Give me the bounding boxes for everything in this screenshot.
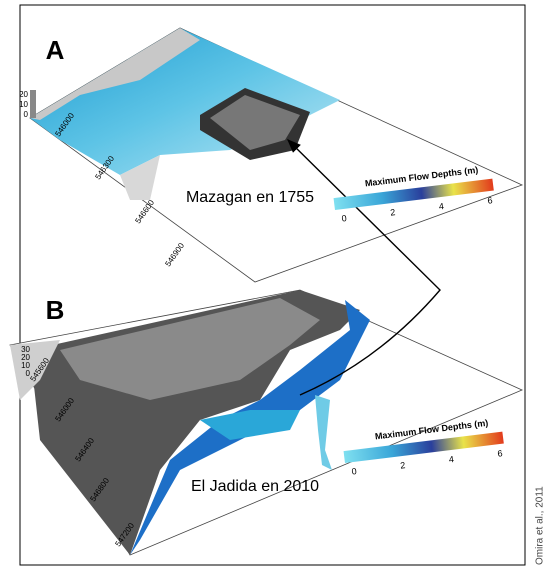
panel-caption: Mazagan en 1755: [186, 189, 314, 206]
panel-caption: El Jadida en 2010: [191, 478, 319, 495]
colorbar-tick-label: 4: [448, 454, 454, 465]
colorbar-tick-label: 6: [487, 195, 493, 206]
colorbar-tick-label: 6: [497, 448, 503, 459]
panel-label: B: [46, 295, 65, 325]
y-tick-label: 546900: [163, 241, 186, 268]
z-tick-label: 0: [24, 110, 29, 119]
colorbar-tick-label: 0: [351, 466, 357, 477]
panel-label: A: [46, 35, 65, 65]
colorbar-tick-label: 2: [400, 460, 406, 471]
credit: Omira et al., 2011: [535, 486, 544, 565]
z-tick-label: 20: [19, 90, 28, 99]
z-tick-label: 10: [19, 100, 28, 109]
figure: AMazagan en 1755201005460005463005466005…: [0, 0, 544, 572]
panel-a-map: [30, 28, 522, 282]
